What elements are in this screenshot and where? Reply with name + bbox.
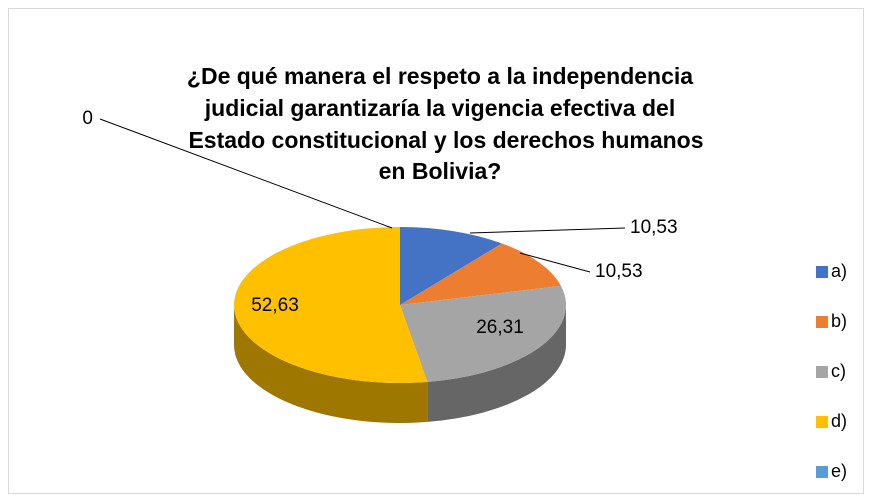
- leader-line: [99, 118, 393, 229]
- slice-side: [427, 305, 566, 422]
- legend-swatch: [816, 266, 828, 278]
- legend-swatch: [816, 466, 828, 478]
- legend-label: e): [831, 461, 847, 481]
- data-label: 52,63: [251, 295, 299, 316]
- data-label: 26,31: [476, 317, 524, 338]
- legend-label: d): [831, 411, 847, 431]
- legend-label: b): [831, 311, 847, 331]
- legend-label: a): [831, 261, 847, 281]
- data-label: 0: [82, 108, 93, 129]
- slice: [400, 243, 561, 305]
- leader-line: [519, 252, 591, 273]
- legend-swatch: [816, 416, 828, 428]
- slice: [234, 227, 428, 383]
- title-line: Estado constitucional y los derechos hum…: [188, 127, 703, 153]
- legend-label: c): [831, 361, 846, 381]
- legend-swatch: [816, 366, 828, 378]
- slice-side: [234, 305, 428, 423]
- slice: [400, 227, 502, 305]
- chart-title: ¿De qué manera el respeto a la independe…: [187, 63, 704, 184]
- title-line: en Bolivia?: [379, 158, 502, 184]
- slice: [400, 285, 566, 382]
- title-line: ¿De qué manera el respeto a la independe…: [187, 63, 693, 89]
- title-line: judicial garantizaría la vigencia efecti…: [204, 95, 675, 121]
- data-label: 10,53: [595, 261, 643, 282]
- leader-line: [469, 227, 626, 234]
- data-label: 10,53: [630, 217, 678, 238]
- legend-swatch: [816, 316, 828, 328]
